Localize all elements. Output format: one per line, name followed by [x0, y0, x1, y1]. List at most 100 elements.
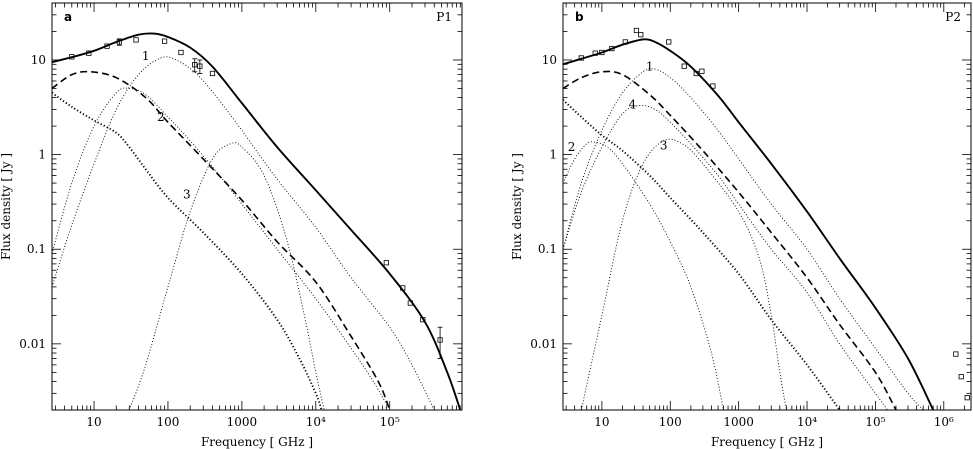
- x-tick-label: 10: [86, 415, 101, 429]
- y-tick-label: 0.1: [538, 242, 557, 256]
- data-point: [161, 38, 168, 44]
- y-tick-label: 0.01: [530, 337, 557, 351]
- series-line-dashed: [563, 70, 897, 410]
- x-tick-label: 100: [659, 415, 682, 429]
- plot-frame: [51, 2, 463, 411]
- series-line-dotted-2: [52, 87, 391, 410]
- data-point: [622, 39, 628, 45]
- data-point: [437, 326, 443, 359]
- x-tick-label: 10: [594, 415, 609, 429]
- data-point-marker: [592, 50, 598, 56]
- data-point-marker: [192, 62, 198, 68]
- x-tick-label: 10⁵: [865, 415, 885, 429]
- y-tick-label: 1: [549, 148, 557, 162]
- data-point-marker: [209, 70, 216, 77]
- panel-letter: b: [575, 10, 584, 24]
- data-point-marker: [622, 39, 628, 45]
- series-line-solid: [563, 38, 935, 410]
- data-point-marker: [633, 27, 640, 34]
- data-point: [599, 49, 605, 56]
- data-point: [178, 49, 184, 56]
- data-point: [710, 83, 716, 89]
- panel-id: P2: [945, 10, 961, 24]
- data-point-marker: [578, 55, 584, 61]
- panel-letter: a: [64, 10, 72, 24]
- plot-frame: [562, 2, 972, 411]
- data-point-marker: [953, 351, 959, 357]
- data-point: [666, 39, 672, 45]
- series-line-dotted-thick: [563, 99, 841, 410]
- series-line-dotted-3: [580, 138, 787, 410]
- data-point-marker: [599, 49, 605, 56]
- data-point-marker: [104, 43, 110, 49]
- data-point: [400, 285, 406, 291]
- data-point: [958, 374, 964, 380]
- data-point-marker: [86, 50, 92, 56]
- data-point: [953, 351, 959, 357]
- data-point-marker: [964, 395, 970, 401]
- y-axis-label: Flux density [ Jy ]: [510, 153, 524, 260]
- data-point-marker: [699, 68, 705, 74]
- curve-label: 1: [646, 60, 654, 74]
- data-point-marker: [710, 83, 716, 89]
- data-point: [116, 38, 122, 46]
- y-tick-label: 0.01: [19, 337, 46, 351]
- panel-id: P1: [436, 10, 452, 24]
- data-point-marker: [178, 49, 184, 56]
- data-point: [693, 70, 699, 77]
- data-point-marker: [197, 63, 203, 69]
- data-point-marker: [437, 337, 443, 343]
- y-tick-label: 1: [38, 148, 46, 162]
- series-line-dotted-1: [52, 56, 435, 410]
- x-tick-label: 1000: [723, 415, 754, 429]
- data-point: [609, 45, 615, 52]
- curve-label: 3: [183, 187, 191, 201]
- data-point-marker: [693, 70, 699, 77]
- data-point-marker: [161, 38, 168, 44]
- data-point-marker: [420, 317, 426, 323]
- data-point: [69, 54, 75, 60]
- y-tick-label: 10: [542, 53, 557, 67]
- data-point: [407, 300, 413, 306]
- data-point: [681, 63, 687, 69]
- data-point-marker: [681, 63, 687, 69]
- series-line-dotted-1: [563, 68, 924, 410]
- x-axis-label: Frequency [ GHz ]: [201, 435, 313, 449]
- x-tick-label: 10⁴: [306, 415, 326, 429]
- data-point: [86, 50, 92, 56]
- data-point-marker: [400, 285, 406, 291]
- y-tick-label: 0.1: [27, 242, 46, 256]
- data-point-marker: [638, 32, 644, 38]
- data-point: [192, 58, 198, 73]
- curve-label: 3: [660, 138, 668, 152]
- data-point: [699, 68, 705, 74]
- x-tick-label: 10⁶: [934, 415, 954, 429]
- data-point-marker: [958, 374, 964, 380]
- data-point: [383, 260, 389, 266]
- x-tick-label: 10⁵: [380, 415, 400, 429]
- data-point: [633, 27, 640, 34]
- data-point: [964, 395, 970, 401]
- data-point: [578, 55, 584, 61]
- y-axis-label: Flux density [ Jy ]: [0, 153, 13, 260]
- data-point: [592, 50, 598, 56]
- data-point: [104, 43, 110, 49]
- data-point-marker: [609, 45, 615, 52]
- data-point-marker: [383, 260, 389, 266]
- data-point-marker: [116, 39, 122, 45]
- data-point: [209, 70, 216, 77]
- y-tick-label: 10: [31, 53, 46, 67]
- series-line-dotted-2: [563, 141, 724, 410]
- series-line-dashed: [52, 70, 391, 410]
- curve-label: 2: [568, 140, 576, 154]
- data-point: [133, 37, 139, 43]
- panel-a: 10 100 1000 10⁴ 10⁵ 0.01 0.1 1 10 Frequency [ GHz…: [0, 2, 463, 449]
- curve-label: 2: [157, 110, 165, 124]
- panel-b: 10 100 1000 10⁴ 10⁵ 10⁶ 0.01 0.1 1 10 Frequency [ …: [510, 2, 972, 449]
- data-point: [638, 32, 644, 38]
- data-point: [420, 317, 426, 323]
- x-tick-label: 10⁴: [797, 415, 817, 429]
- x-axis-label: Frequency [ GHz ]: [711, 435, 823, 449]
- curve-label: 4: [629, 97, 637, 111]
